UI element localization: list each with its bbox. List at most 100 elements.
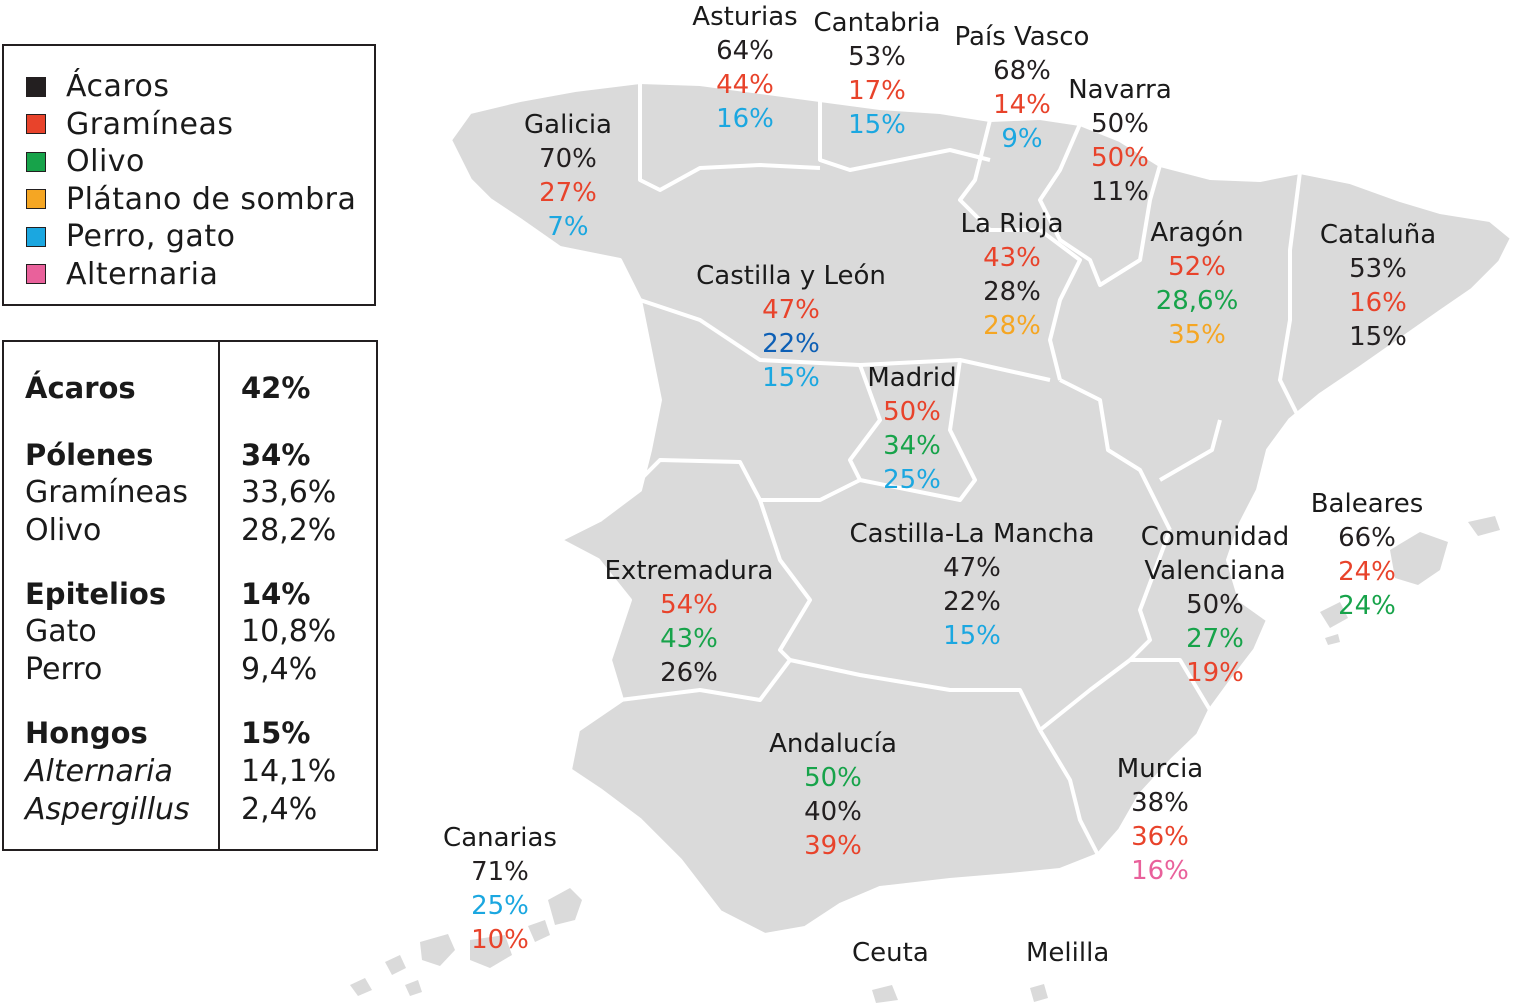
region-value: 43% xyxy=(660,624,718,654)
legend-item-gramineas: Gramíneas xyxy=(26,106,374,144)
region-name: Aragón xyxy=(1150,218,1244,248)
summary-label: Alternaria xyxy=(25,754,173,789)
summary-value: 2,4% xyxy=(241,792,318,827)
region-madrid: Madrid 50% 34% 25% xyxy=(867,361,956,497)
summary-table: Ácaros 42% Pólenes 34% Gramíneas 33,6% Olivo 28… xyxy=(2,340,378,851)
menorca-shape xyxy=(1468,516,1500,536)
region-value: 16% xyxy=(716,104,774,134)
region-value: 54% xyxy=(660,590,718,620)
region-value: 11% xyxy=(1091,177,1149,207)
region-value: 27% xyxy=(1186,624,1244,654)
region-value: 22% xyxy=(943,587,1001,617)
region-baleares: Baleares 66% 24% 24% xyxy=(1311,487,1424,623)
summary-label: Epitelios xyxy=(25,577,167,611)
region-value: 28% xyxy=(983,277,1041,307)
legend-label: Ácaros xyxy=(66,69,170,105)
region-value: 38% xyxy=(1131,788,1189,818)
region-value: 10% xyxy=(471,925,529,955)
region-value: 44% xyxy=(716,70,774,100)
summary-label: Hongos xyxy=(25,716,148,750)
region-name: Madrid xyxy=(867,363,957,393)
region-value: 53% xyxy=(848,42,906,72)
region-name: Cataluña xyxy=(1319,220,1437,250)
region-name: Asturias xyxy=(692,2,798,32)
region-value: 64% xyxy=(716,36,774,66)
region-value: 28,6% xyxy=(1155,286,1239,316)
region-value: 43% xyxy=(983,243,1041,273)
region-value: 15% xyxy=(762,363,820,393)
region-la-rioja: La Rioja 43% 28% 28% xyxy=(960,207,1063,343)
region-castilla-y-león: Castilla y León 47% 22% 15% xyxy=(696,259,886,395)
region-name: Castilla-La Mancha xyxy=(849,519,1095,549)
summary-label: Perro xyxy=(25,652,103,687)
region-value: 35% xyxy=(1168,320,1226,350)
summary-value: 9,4% xyxy=(241,652,318,687)
region-value: 34% xyxy=(883,431,941,461)
region-name: Castilla y León xyxy=(696,261,886,291)
region-galicia: Galicia 70% 27% 7% xyxy=(524,108,612,244)
ceuta-shape xyxy=(872,985,898,1003)
region-name: Galicia xyxy=(524,110,612,140)
region-extremadura: Extremadura 54% 43% 26% xyxy=(605,554,774,690)
region-aragón: Aragón 52% 28,6% 35% xyxy=(1150,216,1243,352)
summary-value: 14,1% xyxy=(241,754,337,789)
place-melilla: Melilla xyxy=(1026,938,1110,968)
summary-label: Pólenes xyxy=(25,438,154,472)
region-value: 15% xyxy=(848,110,906,140)
legend-label: Alternaria xyxy=(66,256,219,292)
legend-swatch xyxy=(26,226,46,247)
summary-label: Ácaros xyxy=(25,371,136,405)
region-value: 14% xyxy=(993,90,1051,120)
region-value: 71% xyxy=(471,857,529,887)
region-value: 36% xyxy=(1131,822,1189,852)
legend: Ácaros Gramíneas Olivo Plátano de sombra… xyxy=(2,44,376,306)
region-name: Canarias xyxy=(443,823,557,853)
region-value: 17% xyxy=(848,76,906,106)
region-value: 40% xyxy=(804,797,862,827)
legend-label: Perro, gato xyxy=(66,219,236,255)
region-value: 9% xyxy=(1001,124,1043,154)
summary-label: Aspergillus xyxy=(25,792,190,827)
region-value: 50% xyxy=(883,397,941,427)
region-name: La Rioja xyxy=(960,209,1064,239)
region-name: Andalucía xyxy=(769,729,897,759)
region-castilla-la-mancha: Castilla-La Mancha 47% 22% 15% xyxy=(849,517,1094,653)
region-name: Comunidad xyxy=(1140,522,1290,552)
region-value: 27% xyxy=(539,178,597,208)
region-name: Extremadura xyxy=(604,556,774,586)
legend-item-olivo: Olivo xyxy=(26,143,374,181)
region-value: 47% xyxy=(762,295,820,325)
summary-value: 15% xyxy=(241,716,311,750)
region-value: 68% xyxy=(993,56,1051,86)
legend-swatch xyxy=(26,114,46,135)
region-value: 16% xyxy=(1349,288,1407,318)
region-navarra: Navarra 50% 50% 11% xyxy=(1068,73,1172,209)
region-name: País Vasco xyxy=(954,22,1090,52)
legend-swatch xyxy=(26,264,46,285)
legend-label: Plátano de sombra xyxy=(66,181,357,217)
region-value: 66% xyxy=(1338,523,1396,553)
region-value: 52% xyxy=(1168,252,1226,282)
region-value: 26% xyxy=(660,658,718,688)
summary-divider xyxy=(218,342,220,849)
legend-item-alternaria: Alternaria xyxy=(26,256,374,294)
region-name: Murcia xyxy=(1116,754,1204,784)
legend-label: Gramíneas xyxy=(66,106,234,142)
region-value: 25% xyxy=(883,465,941,495)
region-value: 24% xyxy=(1338,591,1396,621)
summary-value: 10,8% xyxy=(241,614,337,649)
region-value: 47% xyxy=(943,553,1001,583)
summary-label: Gato xyxy=(25,614,97,649)
region-murcia: Murcia 38% 36% 16% xyxy=(1117,752,1203,888)
region-andalucía: Andalucía 50% 40% 39% xyxy=(769,727,897,863)
region-value: 70% xyxy=(539,144,597,174)
region-value: 50% xyxy=(1091,109,1149,139)
region-name: Navarra xyxy=(1068,75,1172,105)
region-value: 22% xyxy=(762,329,820,359)
mallorca-shape xyxy=(1390,532,1448,585)
peninsula-shape xyxy=(448,80,1513,937)
region-canarias: Canarias 71% 25% 10% xyxy=(443,821,557,957)
region-value: 15% xyxy=(943,621,1001,651)
ibiza-shape xyxy=(1320,602,1348,628)
canarias-shape-1 xyxy=(548,888,582,925)
